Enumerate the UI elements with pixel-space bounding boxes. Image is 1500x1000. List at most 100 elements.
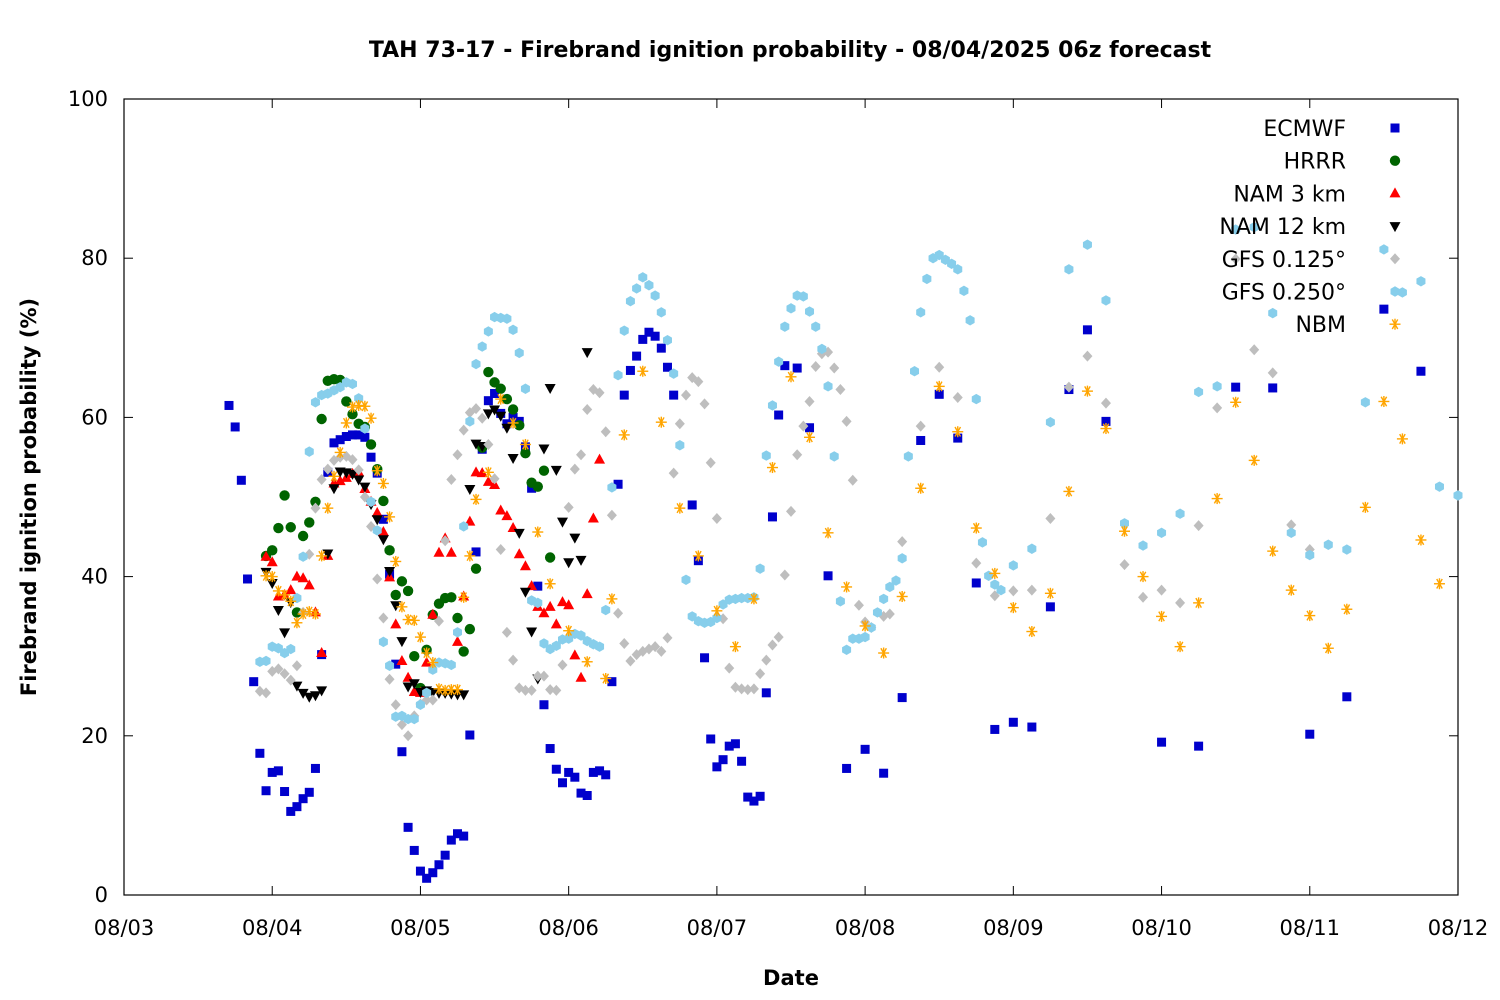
x-tick-label: 08/12 <box>1428 916 1489 940</box>
data-point <box>501 393 513 405</box>
data-point <box>581 656 593 668</box>
data-point <box>297 572 309 583</box>
data-point <box>538 465 550 476</box>
data-point <box>348 430 358 440</box>
data-point <box>1081 385 1093 397</box>
legend-label: NBM <box>1295 313 1346 338</box>
data-point <box>519 587 531 598</box>
legend-marker <box>1389 222 1401 233</box>
data-point <box>1305 549 1315 561</box>
data-point <box>1341 603 1353 615</box>
data-point <box>452 449 463 461</box>
data-point <box>471 547 481 557</box>
legend-label: ECMWF <box>1263 117 1346 142</box>
data-point <box>656 645 667 657</box>
data-point <box>687 500 697 510</box>
data-point <box>316 413 327 425</box>
y-tick-label: 20 <box>81 724 108 748</box>
data-point <box>563 599 575 610</box>
data-point <box>377 477 389 489</box>
data-point <box>285 674 296 686</box>
data-point <box>588 767 598 777</box>
series-4 <box>254 253 1315 742</box>
data-point <box>650 331 660 341</box>
data-point <box>581 588 593 599</box>
data-point <box>279 589 291 601</box>
data-point <box>464 623 476 635</box>
data-point <box>513 548 525 559</box>
y-tick-label: 100 <box>68 87 108 111</box>
data-point <box>761 450 771 461</box>
data-point <box>613 479 623 489</box>
data-point <box>1360 397 1370 408</box>
data-point <box>1231 224 1241 235</box>
data-point <box>817 343 827 355</box>
legend-marker <box>1390 123 1400 133</box>
data-point <box>303 692 315 703</box>
data-point <box>372 525 382 536</box>
data-point <box>625 655 636 667</box>
data-point <box>328 470 340 482</box>
x-tick-label: 08/10 <box>1131 916 1192 940</box>
data-point <box>1322 642 1334 654</box>
data-point <box>601 604 611 616</box>
data-point <box>1119 559 1130 571</box>
data-point <box>291 681 303 692</box>
data-point <box>415 699 425 710</box>
data-point <box>1157 737 1167 747</box>
data-point <box>514 420 525 431</box>
data-point <box>1211 493 1223 505</box>
data-point <box>378 495 389 507</box>
data-point <box>576 788 586 798</box>
data-point <box>767 512 777 522</box>
data-point <box>402 585 414 597</box>
data-point <box>564 767 574 777</box>
data-point <box>434 860 444 870</box>
data-point <box>489 473 500 485</box>
data-point <box>458 591 470 603</box>
data-point <box>427 657 439 669</box>
data-point <box>403 822 413 832</box>
data-point <box>922 273 932 285</box>
data-point <box>291 570 303 581</box>
data-point <box>390 589 401 601</box>
data-point <box>291 607 303 618</box>
data-point <box>273 663 284 675</box>
data-point <box>570 772 580 782</box>
data-point <box>507 417 519 429</box>
data-point <box>581 348 593 359</box>
data-point <box>267 545 278 556</box>
data-point <box>465 416 475 427</box>
data-point <box>774 356 784 367</box>
data-point <box>990 724 1000 734</box>
data-point <box>310 763 320 773</box>
data-point <box>371 515 383 526</box>
data-point <box>896 591 908 602</box>
data-point <box>273 766 283 776</box>
x-tick-label: 08/11 <box>1280 916 1341 940</box>
data-point <box>1027 722 1037 732</box>
data-point <box>390 618 402 629</box>
data-point <box>1082 325 1092 335</box>
data-point <box>1379 244 1389 255</box>
data-point <box>1268 307 1278 319</box>
data-point <box>384 567 396 578</box>
data-point <box>841 581 853 593</box>
data-point <box>749 796 759 806</box>
data-point <box>1063 485 1075 497</box>
data-point <box>433 683 445 695</box>
x-axis-label: Date <box>763 966 819 990</box>
data-point <box>693 376 704 388</box>
data-point <box>1285 584 1297 596</box>
data-point <box>279 490 290 501</box>
data-point <box>360 432 370 442</box>
data-point <box>544 578 556 590</box>
x-tick-label: 08/09 <box>983 916 1044 940</box>
data-point <box>452 612 463 624</box>
data-point <box>1323 539 1333 550</box>
data-point <box>1027 543 1037 554</box>
data-point <box>347 454 358 466</box>
data-point <box>1286 519 1297 531</box>
